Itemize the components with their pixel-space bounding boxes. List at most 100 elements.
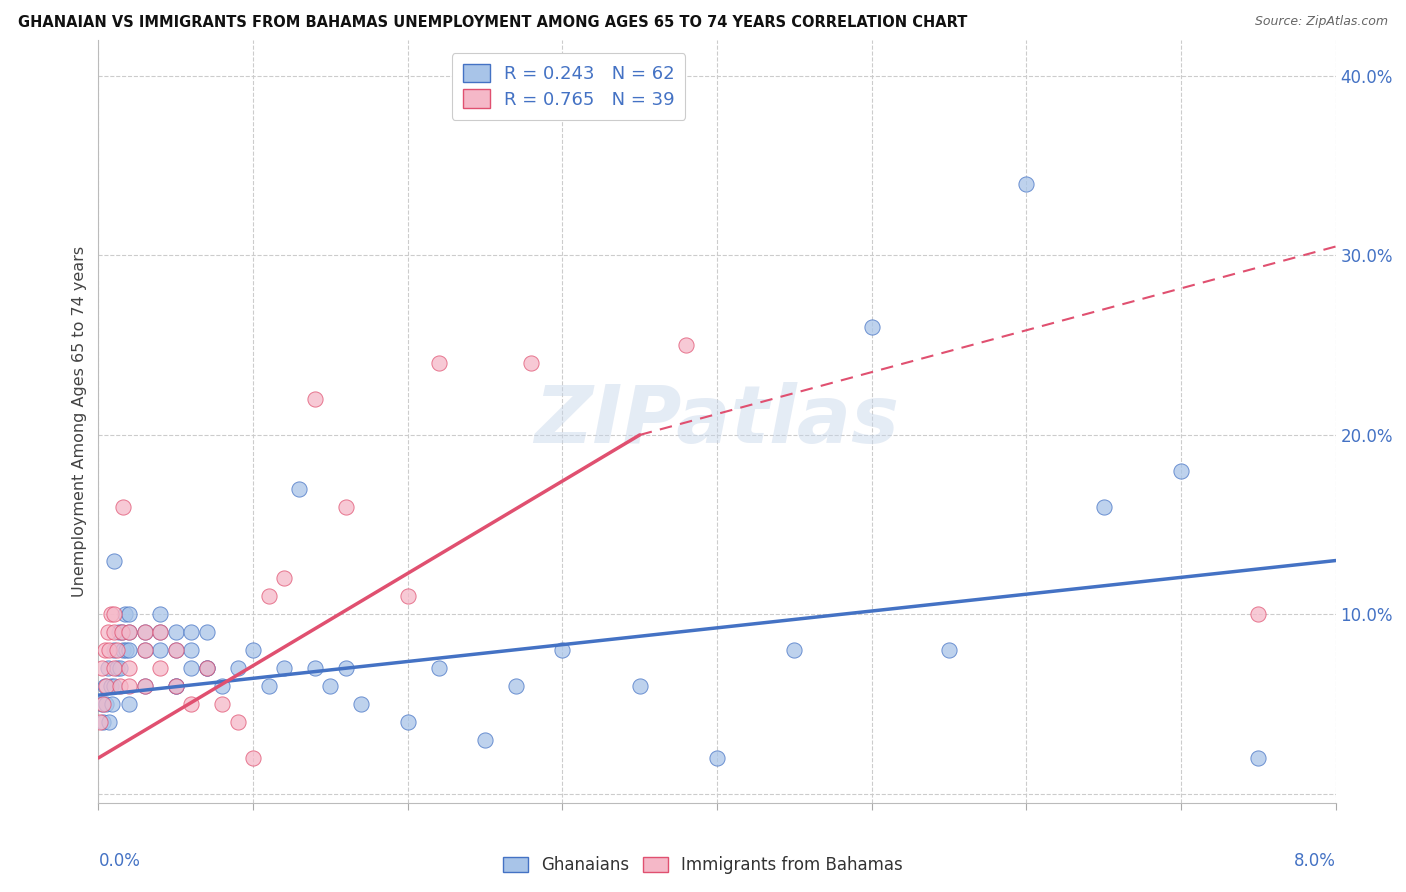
Point <box>100 679 122 693</box>
Point <box>103 661 125 675</box>
Point <box>134 625 156 640</box>
Point <box>118 679 141 693</box>
Point <box>257 590 280 604</box>
Point <box>134 643 156 657</box>
Point <box>304 392 326 406</box>
Point <box>149 643 172 657</box>
Point <box>427 356 450 370</box>
Point <box>96 679 118 693</box>
Point <box>628 679 651 693</box>
Point <box>1247 751 1270 765</box>
Point <box>273 572 295 586</box>
Point <box>783 643 806 657</box>
Point <box>97 661 120 675</box>
Point <box>93 643 115 657</box>
Point <box>114 607 136 622</box>
Point <box>165 643 187 657</box>
Point <box>1247 607 1270 622</box>
Point <box>195 661 218 675</box>
Point <box>111 625 132 640</box>
Point <box>105 643 128 657</box>
Point <box>180 661 202 675</box>
Point <box>149 625 172 640</box>
Point <box>93 679 115 693</box>
Text: Source: ZipAtlas.com: Source: ZipAtlas.com <box>1254 15 1388 29</box>
Point <box>101 697 124 711</box>
Point <box>91 697 114 711</box>
Point <box>165 643 187 657</box>
Point <box>118 643 141 657</box>
Point <box>118 625 141 640</box>
Point <box>1015 177 1038 191</box>
Point <box>91 714 114 729</box>
Point <box>180 697 202 711</box>
Point <box>103 553 125 567</box>
Point <box>134 625 156 640</box>
Point <box>134 643 156 657</box>
Point <box>396 590 419 604</box>
Point <box>103 607 125 622</box>
Point <box>505 679 527 693</box>
Point <box>551 643 574 657</box>
Point <box>134 679 156 693</box>
Point <box>226 714 249 729</box>
Point <box>520 356 543 370</box>
Point <box>195 661 218 675</box>
Point <box>118 625 141 640</box>
Point <box>938 643 960 657</box>
Point <box>860 320 883 334</box>
Legend: R = 0.243   N = 62, R = 0.765   N = 39: R = 0.243 N = 62, R = 0.765 N = 39 <box>451 53 686 120</box>
Point <box>319 679 342 693</box>
Point <box>98 643 121 657</box>
Point <box>118 661 141 675</box>
Point <box>112 643 135 657</box>
Point <box>115 643 138 657</box>
Point <box>211 697 233 711</box>
Point <box>100 607 122 622</box>
Point <box>335 500 357 514</box>
Point <box>89 714 111 729</box>
Point <box>108 679 131 693</box>
Point <box>427 661 450 675</box>
Point <box>211 679 233 693</box>
Point <box>288 482 311 496</box>
Point <box>105 661 128 675</box>
Point <box>149 625 172 640</box>
Point <box>335 661 357 675</box>
Point <box>226 661 249 675</box>
Point <box>1092 500 1115 514</box>
Point <box>304 661 326 675</box>
Point <box>149 661 172 675</box>
Point <box>706 751 728 765</box>
Point <box>273 661 295 675</box>
Point <box>118 607 141 622</box>
Point <box>118 697 141 711</box>
Text: ZIPatlas: ZIPatlas <box>534 383 900 460</box>
Point <box>474 733 496 747</box>
Point <box>242 643 264 657</box>
Y-axis label: Unemployment Among Ages 65 to 74 years: Unemployment Among Ages 65 to 74 years <box>72 246 87 597</box>
Point <box>242 751 264 765</box>
Point <box>103 643 125 657</box>
Point <box>195 625 218 640</box>
Point <box>1170 464 1192 478</box>
Point <box>180 625 202 640</box>
Point <box>165 679 187 693</box>
Point <box>103 625 125 640</box>
Point <box>90 661 112 675</box>
Legend: Ghanaians, Immigrants from Bahamas: Ghanaians, Immigrants from Bahamas <box>498 851 908 880</box>
Point <box>350 697 373 711</box>
Point <box>165 679 187 693</box>
Point <box>396 714 419 729</box>
Point <box>165 625 187 640</box>
Point <box>111 625 132 640</box>
Text: GHANAIAN VS IMMIGRANTS FROM BAHAMAS UNEMPLOYMENT AMONG AGES 65 TO 74 YEARS CORRE: GHANAIAN VS IMMIGRANTS FROM BAHAMAS UNEM… <box>18 15 967 30</box>
Point <box>675 338 697 352</box>
Point <box>112 500 135 514</box>
Point <box>180 643 202 657</box>
Point <box>90 697 112 711</box>
Point <box>97 625 120 640</box>
Text: 0.0%: 0.0% <box>98 853 141 871</box>
Point <box>103 679 125 693</box>
Text: 8.0%: 8.0% <box>1294 853 1336 871</box>
